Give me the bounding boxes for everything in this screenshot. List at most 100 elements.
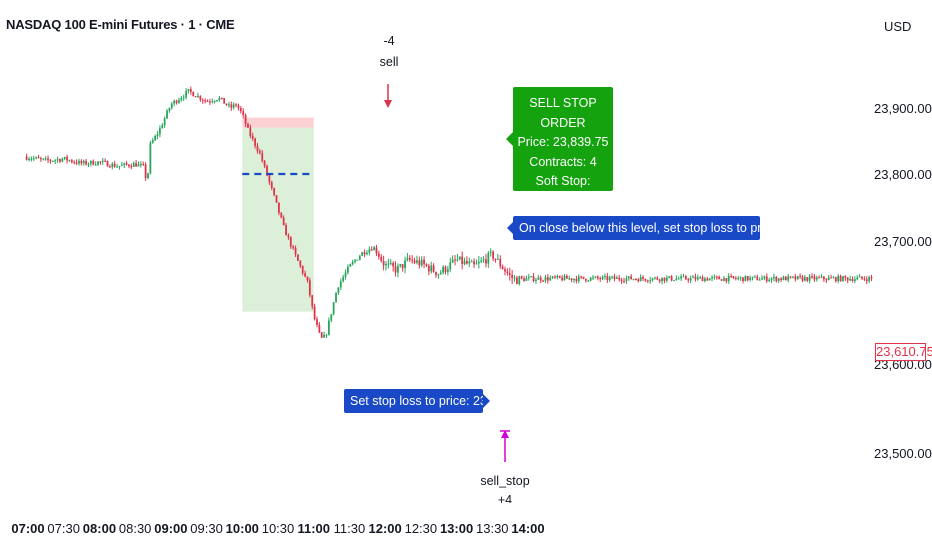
candle-body [715,276,718,278]
candle-body [554,276,556,278]
candle-body [625,278,628,282]
candle-body [32,158,35,160]
candle-body [199,95,202,100]
candle-body [292,246,295,248]
candle-body [144,164,147,178]
candle-body [304,273,306,277]
symbol-title[interactable]: NASDAQ 100 E-mini Futures · 1 · CME [6,17,235,32]
candle-body [42,158,45,160]
candle-body [70,160,73,163]
sell-stop-order-box: SELL STOP ORDER Price: 23,839.75 Contrac… [513,87,613,208]
candle-body [577,276,580,282]
candle-body [858,276,861,278]
sell-qty-label: -4 [383,34,395,48]
candle-body [834,277,837,282]
candle-body [30,158,33,160]
candle-body [632,279,635,281]
candle-body [366,252,368,255]
candle-body [656,277,659,280]
candle-body [427,265,430,272]
candle-body [627,276,630,279]
candle-body [592,277,594,279]
candle-body [125,163,128,165]
candle-body [570,278,573,281]
candle-body [235,104,237,106]
candle-body [634,279,637,281]
candle-body [44,158,47,160]
candle-body [527,276,530,279]
candle-body [615,277,618,279]
candle-body [606,276,609,280]
candle-body [568,278,571,280]
candle-body [535,279,537,282]
candle-body [753,276,756,278]
candle-body [370,249,373,251]
candle-body [158,128,161,135]
candle-body [551,276,554,278]
candle-body [734,277,737,279]
candle-body [763,276,766,279]
price-axis-label: 23,900.00 [874,101,932,116]
candle-body [116,166,118,168]
candle-body [128,164,130,167]
candle-body [556,276,559,278]
candle-body [242,111,245,115]
candle-body [285,224,287,236]
candle-body [487,252,490,264]
candle-body [330,314,333,321]
candle-body [139,164,142,166]
candle-body [765,276,768,282]
candle-body [732,276,735,278]
candle-body [775,276,778,281]
candle-body [232,104,235,108]
level-note: On close below this level, set stop loss… [513,216,840,240]
candle-body [563,275,566,281]
candle-body [268,175,271,182]
candle-body [532,276,535,282]
candle-body [604,276,606,278]
candle-body [192,91,195,97]
time-axis-label: 13:00 [439,521,474,536]
candle-body [118,165,121,167]
candle-body [73,162,76,164]
candle-body [432,265,435,272]
candle-body [254,138,256,146]
candle-body [89,160,92,164]
candle-body [639,276,642,282]
candle-body [601,276,604,280]
candle-body [425,264,428,266]
candle-body [649,280,652,282]
candle-body [404,260,406,269]
candle-body [520,276,523,279]
candle-body [582,276,585,279]
candle-body [539,277,542,281]
candle-body [815,277,818,280]
candle-body [499,258,502,267]
candle-body [782,276,785,280]
candle-body [823,276,825,280]
candle-body [684,276,687,280]
candle-body [170,103,173,109]
time-axis-label: 11:00 [297,521,330,536]
time-axis-label: 12:00 [368,521,402,536]
candle-body [608,277,611,280]
candle-body [830,277,832,279]
candle-body [706,278,709,281]
candle-body [327,320,330,335]
candle-body [549,277,552,281]
time-axis-label: 09:30 [190,521,223,536]
candle-body [406,257,409,261]
candle-body [482,259,485,261]
candle-body [444,266,447,272]
candle-body [682,276,685,278]
candle-body [123,163,126,165]
currency-label[interactable]: USD [884,19,912,34]
time-axis-label: 08:00 [82,521,117,536]
candle-body [796,276,799,280]
candle-body [51,160,54,162]
candle-body [208,101,211,103]
order-box-soft-stop: Soft Stop: 23,855.25 [535,174,591,208]
candle-body [585,278,587,281]
